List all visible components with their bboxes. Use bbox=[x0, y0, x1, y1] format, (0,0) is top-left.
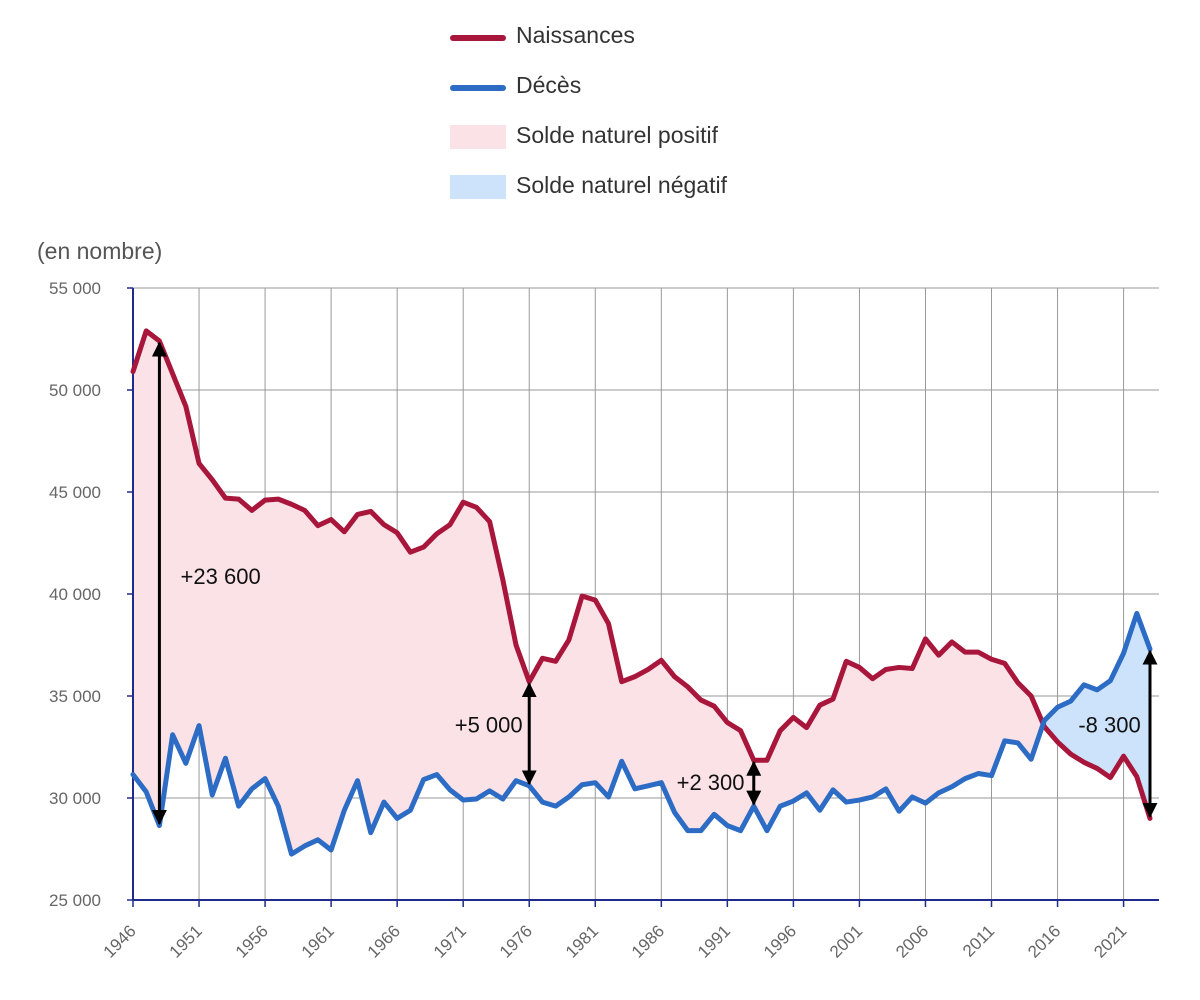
positive-balance-area bbox=[634, 668, 649, 790]
annotation-label: +5 000 bbox=[455, 713, 523, 738]
positive-balance-area bbox=[594, 598, 609, 798]
positive-balance-area bbox=[674, 676, 689, 832]
legend-swatch-births bbox=[450, 35, 506, 41]
legend-label-positive: Solde naturel positif bbox=[516, 122, 719, 148]
positive-balance-area bbox=[938, 641, 953, 794]
y-tick-label: 40 000 bbox=[49, 585, 101, 604]
y-tick-label: 25 000 bbox=[49, 891, 101, 910]
legend-label-births: Naissances bbox=[516, 22, 635, 48]
positive-balance-area bbox=[436, 524, 451, 791]
y-tick-label: 55 000 bbox=[49, 279, 101, 298]
x-tick-label: 1991 bbox=[694, 921, 734, 961]
y-unit-label: (en nombre) bbox=[37, 238, 163, 264]
positive-balance-area bbox=[277, 498, 292, 855]
annotation-label: +2 300 bbox=[677, 770, 745, 795]
positive-balance-area bbox=[951, 641, 966, 788]
positive-balance-area bbox=[845, 660, 860, 803]
x-tick-label: 1956 bbox=[232, 921, 272, 961]
x-tick-label: 2011 bbox=[959, 921, 998, 960]
x-tick-label: 1981 bbox=[562, 921, 602, 961]
positive-balance-area bbox=[872, 668, 887, 798]
positive-balance-area bbox=[396, 531, 411, 819]
x-tick-label: 1966 bbox=[364, 921, 404, 961]
y-tick-label: 50 000 bbox=[49, 381, 101, 400]
positive-balance-area bbox=[898, 667, 913, 813]
births-line bbox=[130, 328, 1153, 821]
positive-balance-area bbox=[859, 666, 873, 801]
x-tick-label: 1971 bbox=[430, 921, 470, 961]
x-tick-label: 1961 bbox=[298, 921, 338, 961]
legend-swatch-deaths bbox=[450, 85, 506, 91]
positive-balance-area bbox=[211, 478, 226, 796]
positive-balance-area bbox=[581, 595, 596, 786]
positive-balance-area bbox=[383, 524, 398, 820]
positive-balance-area bbox=[291, 503, 306, 855]
positive-balance-area bbox=[793, 716, 807, 802]
positive-balance-area bbox=[251, 499, 266, 790]
x-tick-label: 1976 bbox=[496, 921, 536, 961]
annotation-label: -8 300 bbox=[1078, 713, 1140, 738]
positive-balance-area bbox=[462, 501, 477, 801]
positive-balance-area bbox=[647, 659, 662, 787]
positive-balance-area bbox=[132, 330, 147, 793]
positive-balance-area bbox=[687, 686, 702, 831]
positive-balance-area bbox=[423, 533, 438, 781]
x-tick-label: 2006 bbox=[892, 921, 932, 961]
positive-balance-area bbox=[700, 699, 715, 832]
positive-balance-area bbox=[344, 513, 358, 811]
legend-swatch-negative bbox=[450, 175, 506, 199]
positive-balance-area bbox=[713, 705, 728, 827]
y-tick-label: 45 000 bbox=[49, 483, 101, 502]
positive-balance-area bbox=[925, 638, 939, 804]
annotation-label: +23 600 bbox=[181, 564, 261, 589]
positive-balance-area bbox=[542, 657, 556, 807]
x-tick-label: 1986 bbox=[628, 921, 668, 961]
positive-balance-area bbox=[264, 498, 279, 807]
legend-label-deaths: Décès bbox=[516, 72, 582, 98]
x-tick-label: 1951 bbox=[166, 921, 206, 961]
positive-balance-area bbox=[449, 501, 464, 801]
positive-balance-area bbox=[238, 498, 253, 808]
positive-balance-area bbox=[964, 651, 979, 780]
x-tick-label: 2021 bbox=[1090, 921, 1130, 961]
positive-balance-area bbox=[410, 546, 424, 811]
positive-balance-area bbox=[304, 509, 319, 847]
x-tick-label: 1996 bbox=[760, 921, 800, 961]
positive-balance-area bbox=[317, 519, 332, 851]
positive-balance-area bbox=[977, 651, 992, 776]
legend-swatch-positive bbox=[450, 125, 506, 149]
positive-balance-area bbox=[145, 330, 160, 826]
positive-balance-area bbox=[370, 510, 385, 833]
x-tick-label: 2001 bbox=[826, 921, 866, 961]
deaths-line bbox=[130, 610, 1153, 857]
x-tick-label: 1946 bbox=[100, 921, 140, 961]
y-tick-label: 30 000 bbox=[49, 789, 101, 808]
legend-label-negative: Solde naturel négatif bbox=[516, 172, 727, 198]
x-tick-label: 2016 bbox=[1024, 921, 1064, 961]
positive-balance-area bbox=[555, 638, 570, 807]
y-tick-label: 35 000 bbox=[49, 687, 101, 706]
positive-balance-area bbox=[476, 506, 490, 800]
positive-balance-area bbox=[330, 518, 345, 851]
